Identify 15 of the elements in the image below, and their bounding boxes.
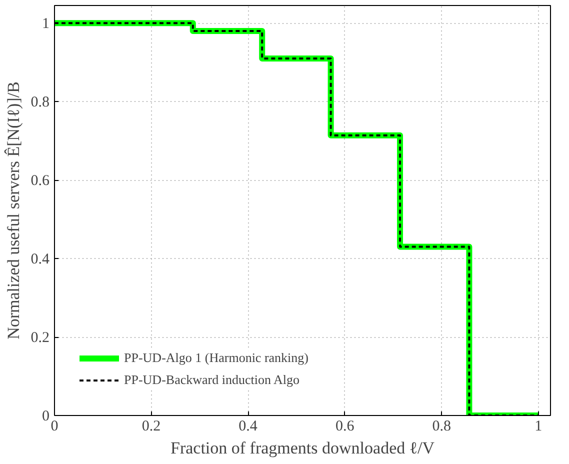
y-tick-label: 0 xyxy=(42,408,50,424)
legend-label: PP-UD-Backward induction Algo xyxy=(124,372,300,388)
x-tick-label: 0.2 xyxy=(142,418,161,434)
y-tick-label: 0.8 xyxy=(30,94,50,111)
legend-label: PP-UD-Algo 1 (Harmonic ranking) xyxy=(124,350,308,366)
x-tick-label: 0.4 xyxy=(238,418,258,434)
y-axis-title: Normalized useful servers Ê[N(Iℓ)]/B xyxy=(4,82,23,340)
x-axis-title: Fraction of fragments downloaded ℓ/V xyxy=(170,438,436,458)
y-tick-label: 0.4 xyxy=(30,252,50,268)
y-tick-label: 0.6 xyxy=(30,173,50,190)
x-tick-label: 1 xyxy=(534,418,542,434)
x-tick-label: 0.6 xyxy=(335,418,355,434)
y-tick-label: 0.2 xyxy=(30,330,50,346)
y-tick-label: 1 xyxy=(42,16,50,32)
x-tick-label: 0.8 xyxy=(432,418,451,434)
